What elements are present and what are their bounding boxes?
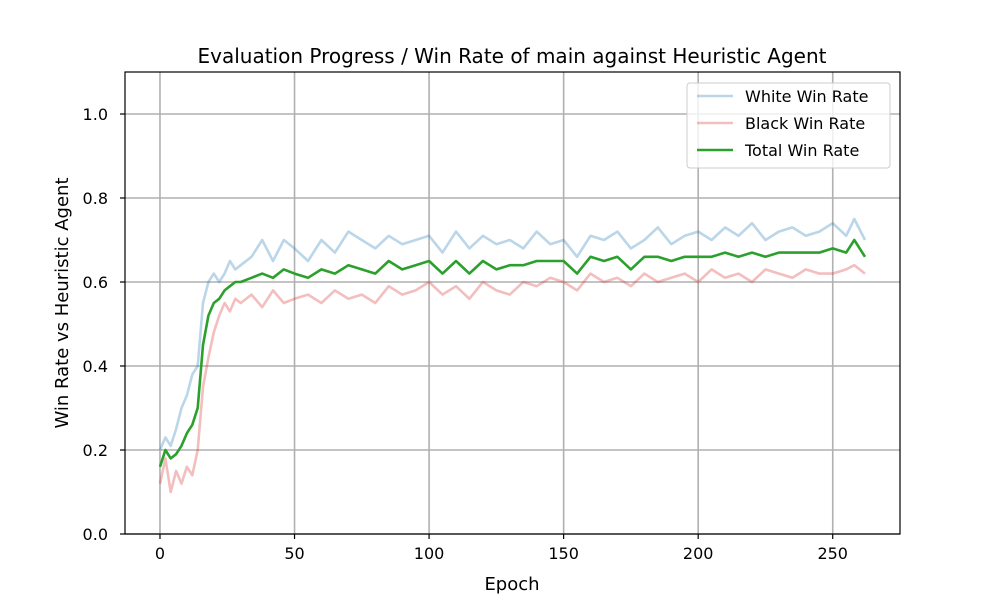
x-tick-label: 100 [414, 544, 445, 563]
legend-label-black-win-rate: Black Win Rate [745, 114, 865, 133]
chart-title: Evaluation Progress / Win Rate of main a… [197, 44, 826, 68]
y-tick-label: 0.4 [83, 357, 108, 376]
x-tick-label: 250 [817, 544, 848, 563]
y-tick-label: 0.2 [83, 441, 108, 460]
series-layer [158, 217, 867, 494]
y-axis-label: Win Rate vs Heuristic Agent [52, 177, 73, 428]
x-tick-label: 200 [683, 544, 714, 563]
x-tick-label: 50 [284, 544, 304, 563]
series-line-white-win-rate [158, 217, 867, 451]
plot-frame [124, 71, 901, 535]
x-axis-label: Epoch [484, 574, 539, 595]
legend-label-white-win-rate: White Win Rate [745, 87, 868, 106]
ticks-layer: 0 50 100 150 200 250 0.0 0.2 0.4 0.6 0.8 1.0 [83, 105, 848, 563]
legend-box [686, 82, 891, 169]
legend: White Win Rate Black Win Rate Total Win Ra… [686, 82, 891, 169]
x-tick-label: 150 [548, 544, 579, 563]
y-tick-label: 1.0 [83, 105, 108, 124]
legend-entries: White Win Rate Black Win Rate Total Win Ra… [697, 87, 868, 160]
y-tick-label: 0.0 [83, 525, 108, 544]
series-line-total-win-rate [158, 238, 867, 468]
y-tick-label: 0.6 [83, 273, 108, 292]
legend-label-total-win-rate: Total Win Rate [744, 141, 859, 160]
series-line-black-win-rate [158, 263, 866, 494]
x-tick-label: 0 [155, 544, 165, 563]
y-tick-label: 0.8 [83, 189, 108, 208]
